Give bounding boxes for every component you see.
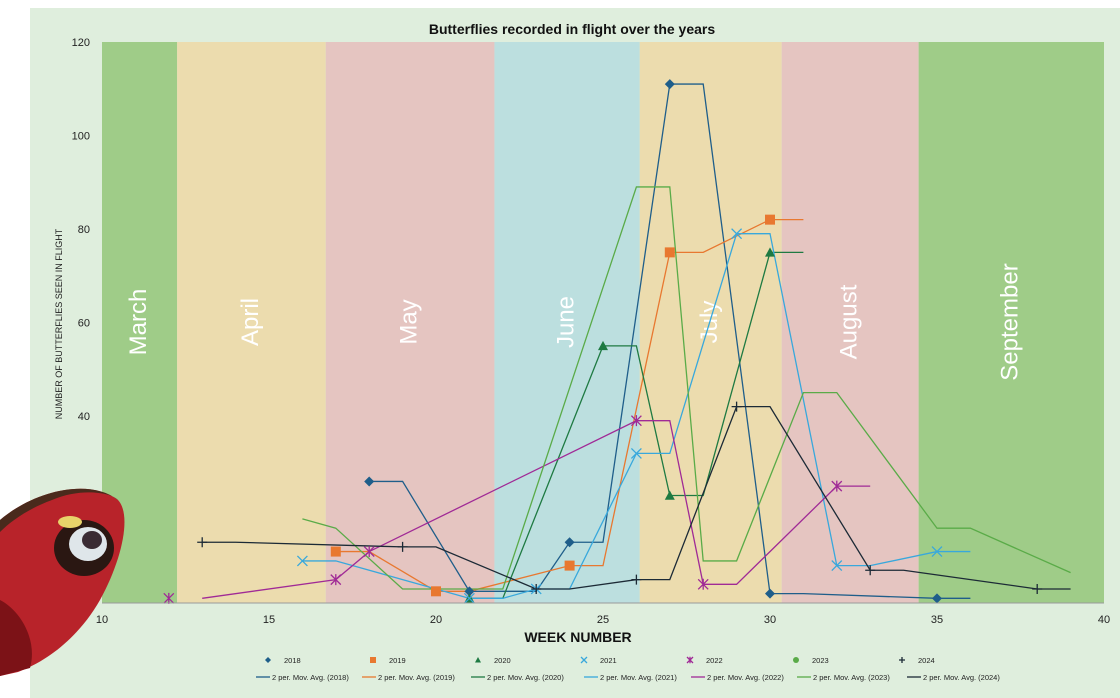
legend-label-2022: 2022 [706,656,723,665]
legend-trend-label: 2 per. Mov. Avg. (2023) [813,673,890,682]
legend-label-2020: 2020 [494,656,511,665]
chart-title: Butterflies recorded in flight over the … [429,21,716,37]
month-band [325,42,495,603]
legend-marker-2024 [899,657,905,663]
y-tick-label: 80 [78,224,90,236]
x-tick-label: 10 [96,614,108,626]
data-point-2022 [697,578,709,590]
legend-trend-label: 2 per. Mov. Avg. (2018) [272,673,349,682]
month-label: June [552,296,579,348]
y-tick-label: 40 [78,411,90,423]
y-axis-title: NUMBER OF BUTTERFLIES SEEN IN FLIGHT [54,228,64,419]
legend-label-2023: 2023 [812,656,829,665]
x-tick-label: 25 [597,614,609,626]
butterfly-wing-image [0,488,125,676]
legend-trend-label: 2 per. Mov. Avg. (2024) [923,673,1000,682]
data-point-2021 [296,555,308,567]
data-point-2021 [931,546,943,558]
data-point-2022 [630,415,642,427]
legend: 2018 2019 2020 2021 2022 2023 2024 2 per. Mov. … [256,656,1000,682]
data-point-2022 [330,574,342,586]
data-point-2020 [765,247,775,257]
data-point-2020 [598,340,608,351]
data-point-2021 [630,447,642,459]
data-point-2024 [731,401,742,412]
month-band [918,42,1104,603]
data-point-2022 [831,480,843,492]
data-point-2018 [765,588,775,599]
moving-average-lines [202,83,1071,599]
data-point-2019 [330,546,341,557]
legend-trend-label: 2 per. Mov. Avg. (2019) [378,673,455,682]
data-point-2019 [564,560,575,571]
month-label: April [237,298,264,346]
legend-trend-label: 2 per. Mov. Avg. (2021) [600,673,677,682]
legend-marker-2023 [793,657,799,663]
data-point-2021 [831,560,843,572]
data-point-2018 [464,586,475,597]
data-point-2018 [932,593,942,604]
data-point-2022 [363,546,375,558]
x-tick-label: 30 [764,614,776,626]
data-point-2021 [463,592,475,604]
legend-label-2024: 2024 [918,656,935,665]
legend-marker-2018 [265,657,271,663]
trend-line-2024 [202,405,1071,590]
trend-line-2023 [302,186,1071,590]
month-label: March [125,289,152,356]
data-point-2019 [431,586,441,597]
y-tick-label: 60 [78,318,90,330]
x-tick-label: 20 [430,614,442,626]
month-band [639,42,782,603]
data-point-2022 [163,592,175,604]
x-axis-title: WEEK NUMBER [524,629,631,645]
data-point-2020 [664,490,675,500]
trend-line-2018 [369,83,971,599]
data-point-2018 [664,79,675,90]
legend-label-2018: 2018 [284,656,301,665]
data-point-2024 [865,565,876,576]
x-tick-label: 15 [263,614,275,626]
data-point-2018 [564,537,575,548]
trend-line-2022 [202,420,871,599]
legend-marker-2020 [475,657,481,663]
data-markers [163,79,1043,604]
legend-label-2021: 2021 [600,656,617,665]
month-label: May [395,299,422,344]
data-point-2024 [197,537,208,548]
data-point-2018 [364,476,375,487]
trend-line-2021 [302,233,971,599]
month-label: August [836,284,863,359]
legend-label-2019: 2019 [389,656,406,665]
data-point-2019 [765,214,775,225]
y-tick-label: 120 [72,37,90,49]
y-tick-label: 100 [72,131,90,143]
legend-marker-2021 [580,656,588,664]
x-tick-label: 35 [931,614,943,626]
legend-marker-2019 [370,657,376,663]
legend-trend-label: 2 per. Mov. Avg. (2022) [707,673,784,682]
legend-trend-label: 2 per. Mov. Avg. (2020) [487,673,564,682]
data-point-2019 [664,247,675,258]
data-point-2024 [531,583,542,594]
legend-marker-2022 [686,656,694,664]
month-bands: March April May June July August September [102,42,1104,603]
month-band [781,42,919,603]
data-point-2024 [631,574,642,585]
month-label: September [997,263,1024,380]
x-tick-label: 40 [1098,614,1110,626]
data-point-2021 [731,228,743,240]
trend-line-2019 [335,218,804,592]
month-band [177,42,326,603]
data-point-2024 [397,541,408,552]
data-point-2024 [1032,583,1043,594]
